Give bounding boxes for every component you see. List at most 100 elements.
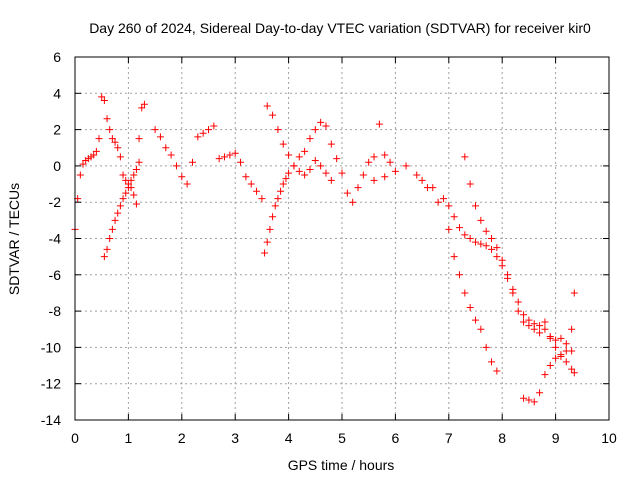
y-tick-label: -14 [41,412,61,428]
x-tick-label: 5 [338,430,346,446]
data-point [106,235,114,242]
data-point [466,303,474,311]
data-point [301,147,309,155]
data-point [525,396,533,404]
data-point [338,169,346,177]
data-point [106,126,114,134]
data-point [183,180,191,188]
data-point [311,156,319,164]
x-tick-label: 2 [178,430,186,446]
data-point [116,153,124,161]
data-point [552,354,560,362]
data-point [135,135,143,143]
data-point [221,153,229,161]
data-point [375,120,383,128]
data-point [562,358,570,366]
data-point [263,102,271,110]
data-point [568,325,576,333]
data-point [226,151,234,159]
data-point [381,173,389,181]
data-point [343,189,351,197]
x-tick-label: 0 [71,430,79,446]
data-point [282,175,290,183]
data-point [205,126,212,134]
data-point [466,235,474,242]
x-tick-label: 8 [498,430,506,446]
data-point [156,133,164,141]
data-point [488,358,496,366]
data-point [76,171,84,179]
data-point [306,166,314,174]
data-point [413,171,421,179]
data-point [477,216,485,224]
data-point [108,135,116,143]
data-point [546,334,554,342]
data-point [194,133,202,141]
data-point [306,135,314,143]
data-point [132,200,140,208]
data-point [108,225,116,233]
data-point [263,238,271,246]
data-point [274,195,282,203]
data-point [370,153,378,161]
data-point [455,224,463,232]
data-point [541,325,549,333]
data-point [570,369,578,377]
y-tick-label: -10 [41,339,61,355]
data-point [103,245,111,253]
data-point [359,171,367,179]
data-point [111,138,119,146]
data-point [504,271,512,279]
data-point [536,322,544,330]
y-tick-label: -6 [49,267,62,283]
y-tick-label: 6 [53,49,61,65]
x-tick-label: 3 [231,430,239,446]
x-tick-label: 10 [601,430,617,446]
data-point [199,129,207,137]
data-point [124,184,132,192]
data-point [162,144,170,152]
data-point [210,122,218,130]
data-point [79,160,87,168]
data-point [92,147,100,155]
data-point [317,162,325,170]
data-point [285,169,293,177]
data-point [562,340,570,348]
data-point [536,389,544,397]
data-point [477,325,485,333]
data-point [568,365,576,373]
data-point [493,253,501,261]
data-point [269,213,277,221]
data-point [530,320,538,328]
data-point [472,316,479,324]
data-point [386,158,394,166]
data-point [114,144,122,152]
data-point [119,171,127,179]
data-point [130,171,138,179]
data-point [488,245,496,253]
data-point [514,298,522,306]
data-point [525,316,533,324]
data-point [327,176,335,184]
y-tick-label: -4 [49,231,62,247]
data-point [322,122,330,130]
x-tick-label: 1 [125,430,133,446]
data-point [450,253,458,261]
data-point [295,153,303,161]
data-point [151,126,159,134]
data-point [445,202,453,210]
data-point [562,347,570,355]
data-point [461,231,469,239]
data-point [261,249,269,257]
data-point [178,173,186,181]
data-point [472,202,479,210]
data-point [122,189,130,197]
data-point [349,198,357,206]
data-point [466,180,474,188]
data-point [402,162,410,170]
data-point [546,362,554,370]
y-axis-label: SDTVAR / TECUs [6,183,22,295]
data-point [381,151,389,159]
y-tick-label: 4 [53,85,61,101]
